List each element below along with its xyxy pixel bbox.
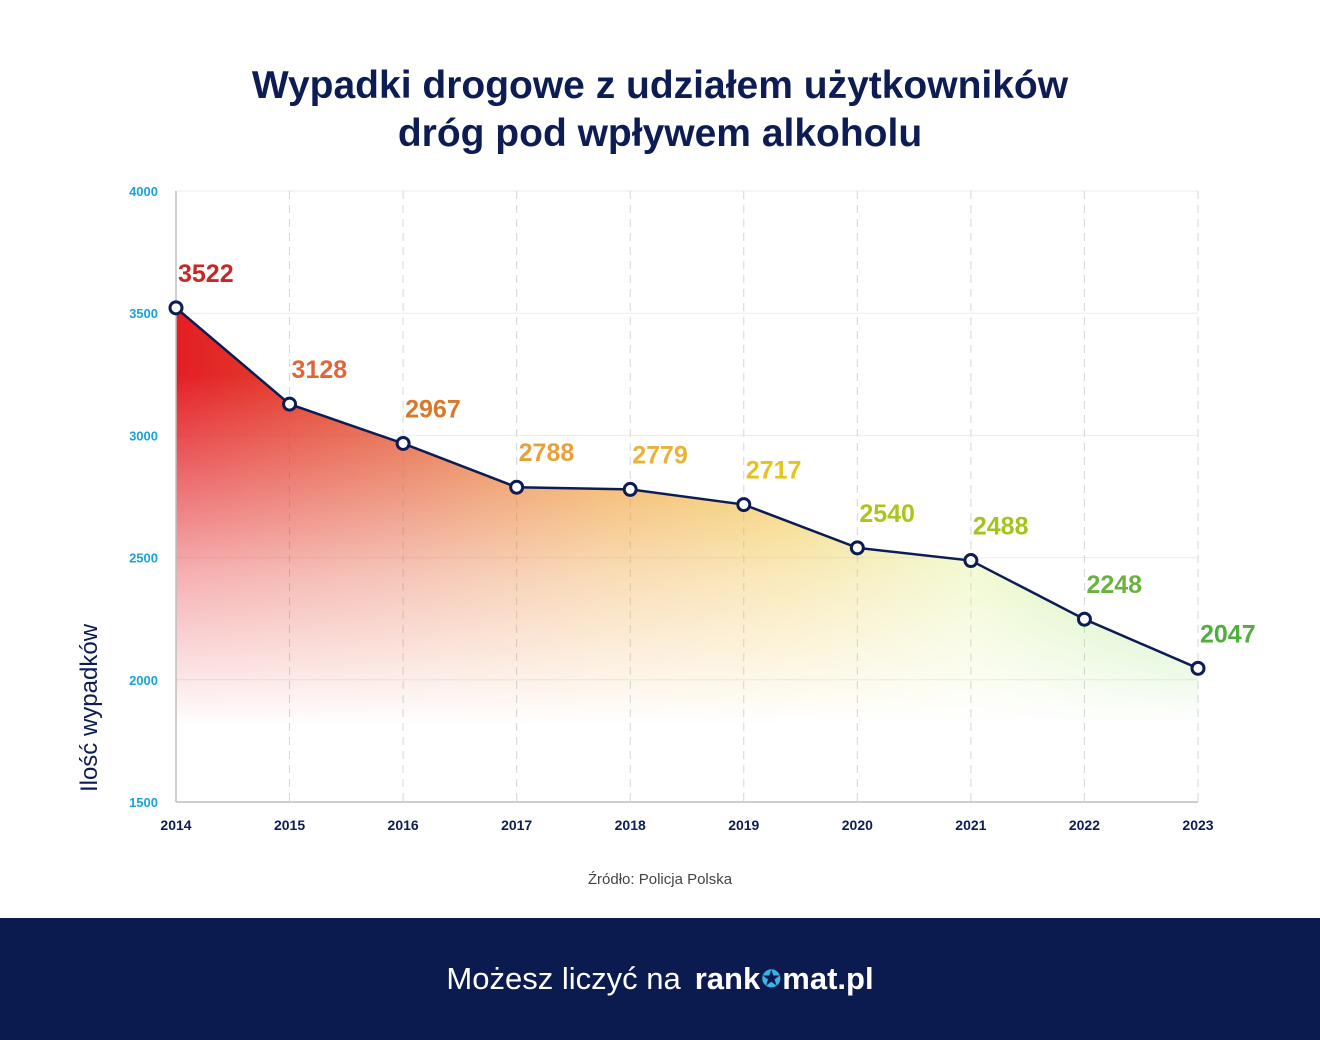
y-tick-label: 3500	[129, 306, 158, 321]
axes	[175, 191, 1198, 803]
data-label: 2967	[405, 395, 461, 423]
data-point	[1076, 611, 1092, 627]
chart-title: Wypadki drogowe z udziałem użytkowników …	[0, 62, 1320, 158]
data-label: 2717	[746, 457, 802, 485]
data-point	[963, 553, 979, 569]
footer-banner: Możesz liczyć na rank ✪ mat.pl	[0, 918, 1320, 1040]
data-label: 3128	[292, 356, 348, 384]
brand-prefix: rank	[694, 961, 761, 996]
x-tick-label: 2016	[388, 817, 419, 833]
title-line-2: dróg pod wpływem alkoholu	[397, 112, 923, 155]
x-tick-label: 2021	[955, 817, 986, 833]
data-point	[168, 300, 184, 316]
data-points	[168, 300, 1206, 676]
x-tick-label: 2019	[728, 817, 759, 833]
x-tick-label: 2017	[501, 817, 532, 833]
x-tick-label: 2023	[1182, 817, 1213, 833]
y-tick-labels: 1500 2000 2500 3000 3500 4000	[129, 184, 158, 810]
brand-logo[interactable]: rank ✪ mat.pl	[695, 961, 874, 997]
y-tick-label: 4000	[129, 184, 158, 199]
y-tick-label: 3000	[129, 428, 158, 443]
source-note: Źródło: Policja Polska	[587, 871, 733, 888]
star-icon: ✪	[761, 965, 782, 993]
data-point	[282, 396, 298, 412]
footer-text: Możesz liczyć na	[446, 961, 681, 996]
data-label: 2248	[1086, 571, 1142, 599]
data-point	[509, 479, 525, 495]
brand-suffix: mat.pl	[782, 961, 874, 996]
y-tick-label: 1500	[129, 795, 158, 810]
y-tick-label: 2000	[129, 673, 158, 688]
x-tick-label: 2022	[1069, 817, 1100, 833]
x-tick-labels: 2014 2015 2016 2017 2018 2019 2020 2021 2022 2023	[160, 817, 1213, 833]
x-tick-label: 2015	[274, 817, 305, 833]
data-label: 2047	[1200, 620, 1256, 648]
data-point	[395, 435, 411, 451]
x-tick-label: 2020	[842, 817, 873, 833]
data-label: 3522	[178, 260, 234, 288]
x-tick-label: 2018	[615, 817, 646, 833]
line-chart: 3522 3128 2967 2788 2779 2717 2540 2488 2248 2047…	[129, 184, 1256, 833]
data-label: 2540	[859, 500, 915, 528]
series-line	[175, 306, 1199, 670]
data-point	[736, 497, 752, 513]
data-labels: 3522 3128 2967 2788 2779 2717 2540 2488 2248 2047	[178, 260, 1256, 648]
data-point	[1190, 660, 1206, 676]
x-tick-label: 2014	[160, 817, 191, 833]
y-tick-label: 2500	[129, 551, 158, 566]
data-label: 2788	[519, 439, 575, 467]
area-fill	[176, 307, 1198, 802]
y-axis-label: Ilość wypadków	[76, 623, 103, 793]
data-point	[849, 540, 865, 556]
data-point	[622, 481, 638, 497]
data-label: 2779	[632, 441, 688, 469]
data-label: 2488	[973, 513, 1029, 541]
title-line-1: Wypadki drogowe z udziałem użytkowników	[251, 64, 1069, 107]
